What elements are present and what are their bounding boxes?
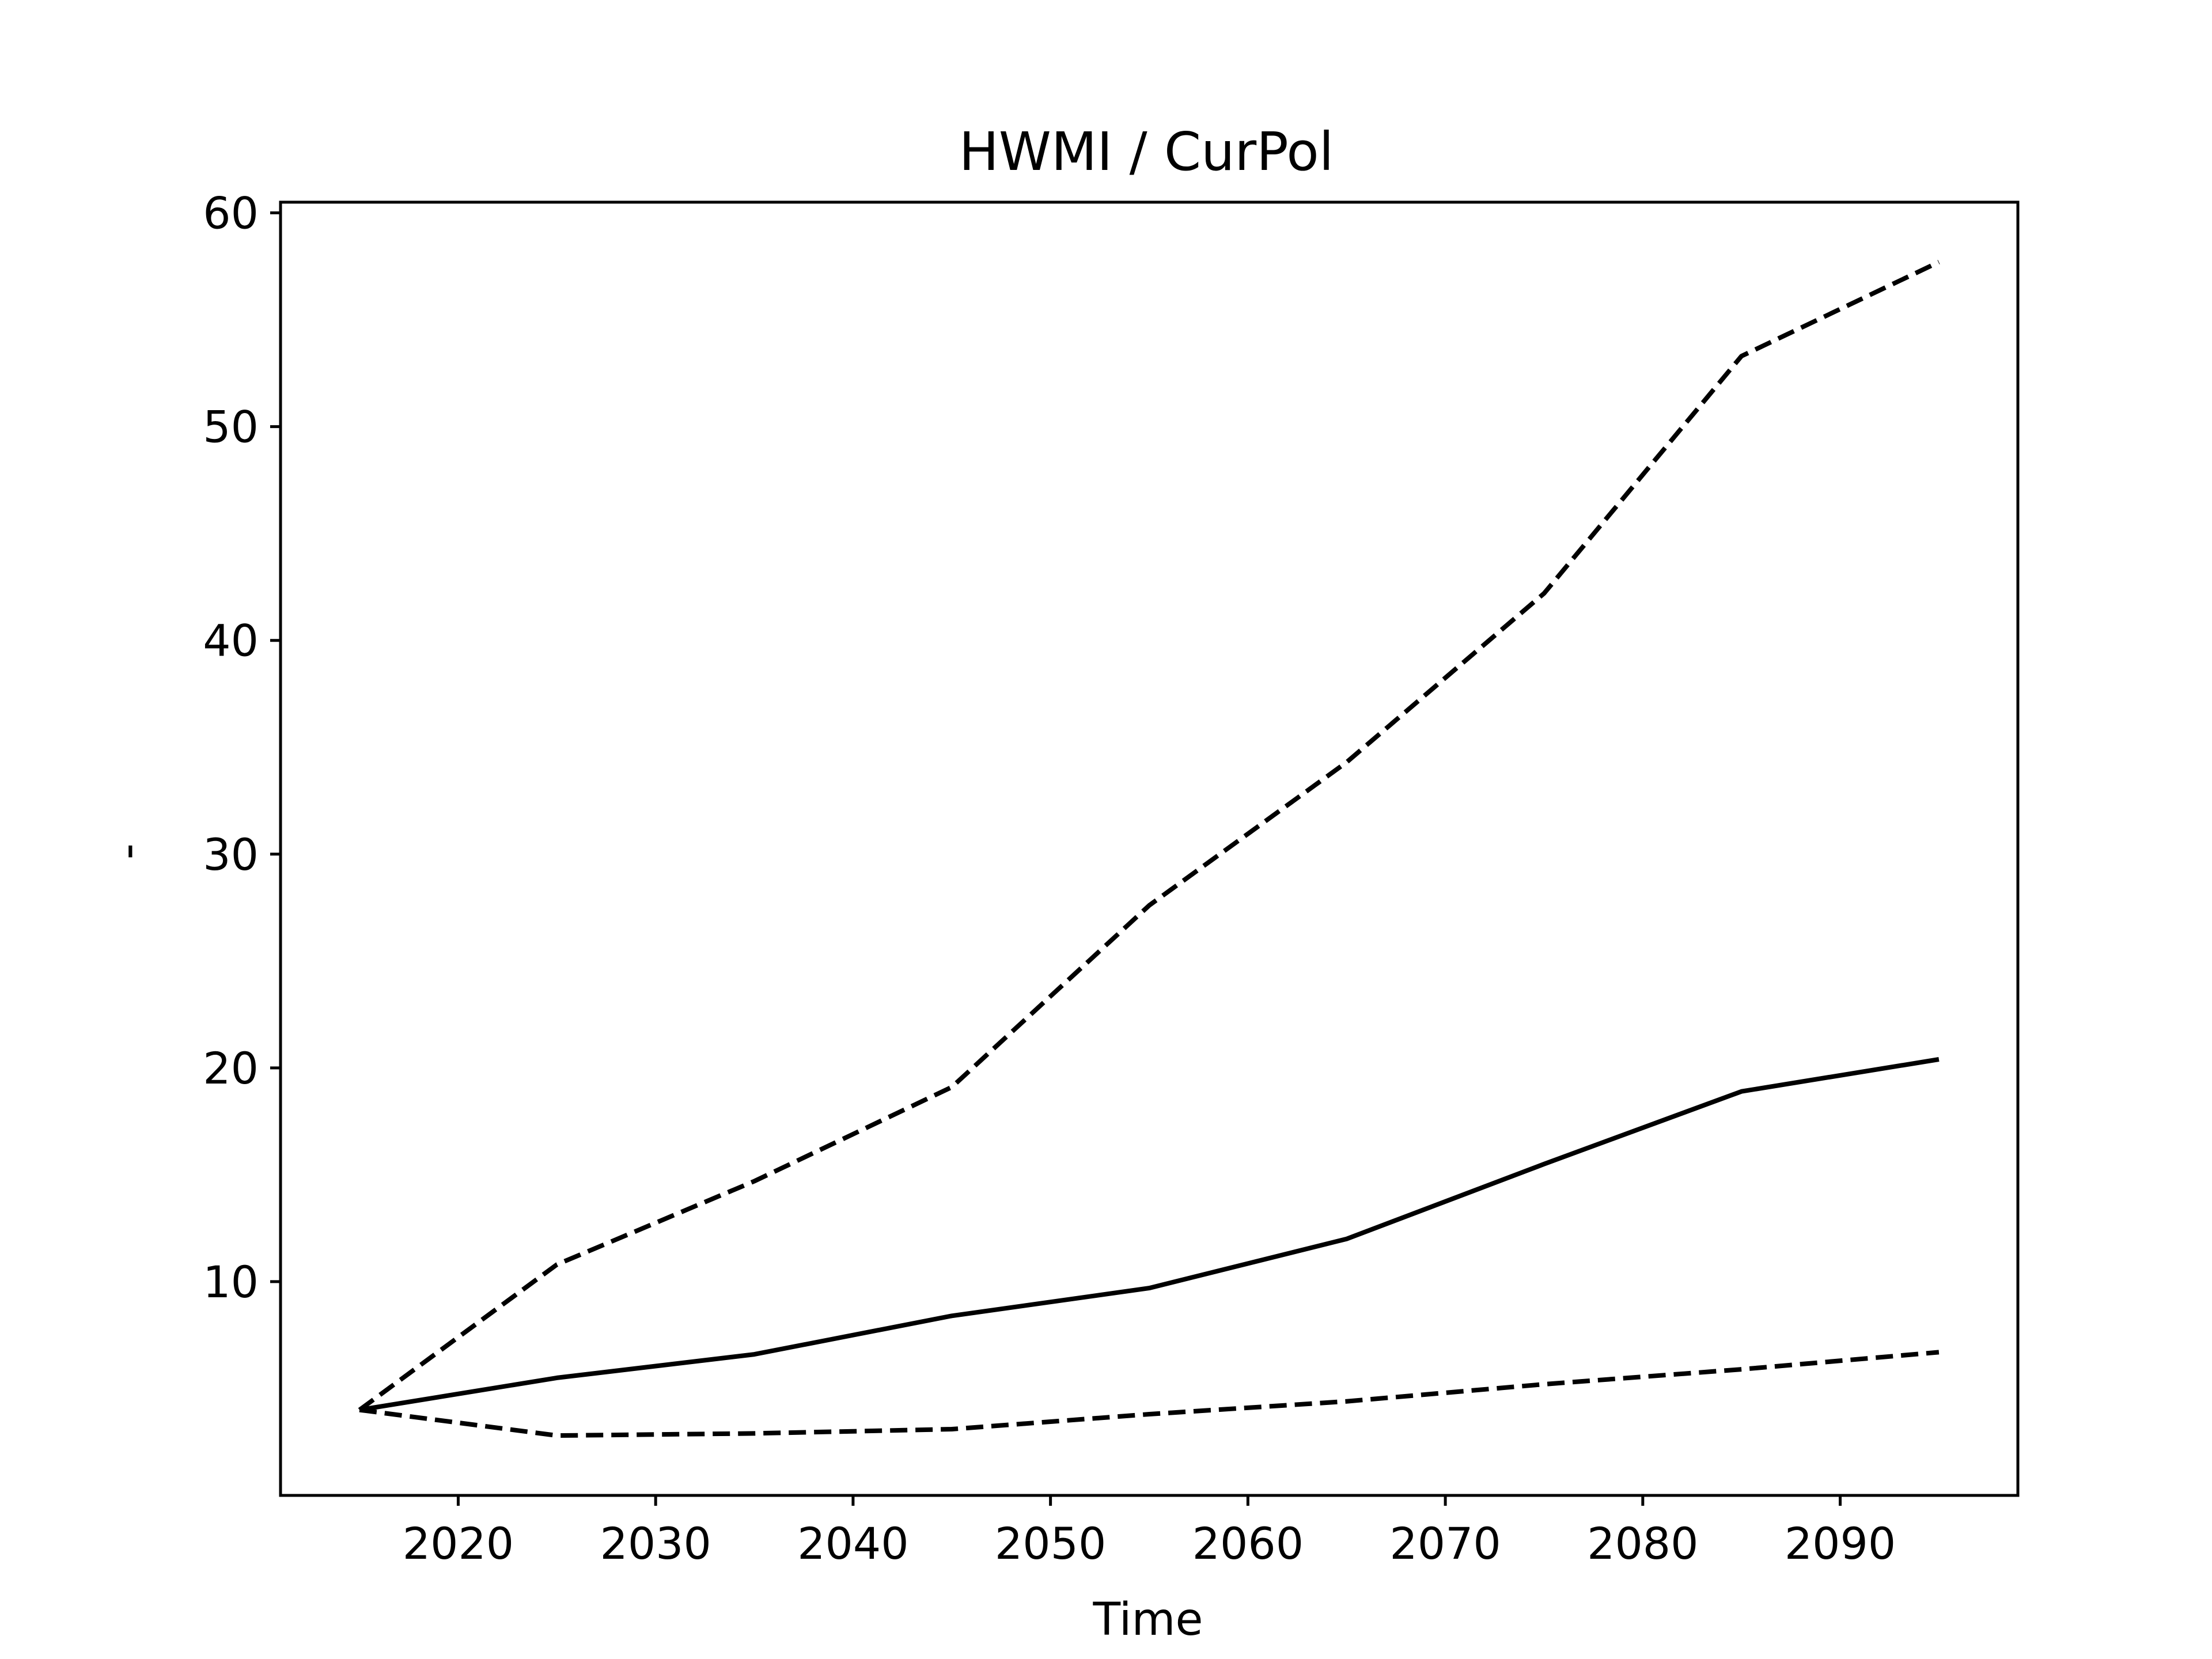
x-axis-label: Time bbox=[1093, 1594, 1203, 1646]
y-tick-label: 20 bbox=[203, 1043, 259, 1094]
y-tick-label: 30 bbox=[203, 829, 259, 880]
x-tick-label: 2070 bbox=[1389, 1518, 1501, 1569]
series-line-3 bbox=[359, 1350, 1940, 1438]
x-tick-label: 2050 bbox=[995, 1518, 1106, 1569]
series-line-2 bbox=[359, 1057, 1940, 1412]
x-tick-label: 2030 bbox=[600, 1518, 711, 1569]
chart-title: HWMI / CurPol bbox=[959, 121, 1334, 183]
x-tick-label: 2020 bbox=[403, 1518, 514, 1569]
series-line-1 bbox=[358, 260, 1940, 1412]
y-axis-label: - bbox=[102, 843, 154, 859]
x-axis: 2020 2030 2040 2050 2060 2070 2080 2090 bbox=[403, 1495, 1896, 1569]
x-tick-label: 2080 bbox=[1587, 1518, 1698, 1569]
y-tick-label: 10 bbox=[203, 1256, 259, 1308]
x-tick-label: 2040 bbox=[797, 1518, 908, 1569]
plot-frame bbox=[279, 200, 2020, 1497]
x-tick-label: 2060 bbox=[1192, 1518, 1304, 1569]
y-tick-label: 60 bbox=[203, 188, 259, 239]
y-tick-label: 50 bbox=[203, 402, 259, 453]
y-axis: 10 20 30 40 50 60 bbox=[203, 188, 281, 1308]
x-tick-label: 2090 bbox=[1785, 1518, 1896, 1569]
series-group bbox=[358, 260, 1940, 1438]
y-tick-label: 40 bbox=[203, 615, 259, 666]
